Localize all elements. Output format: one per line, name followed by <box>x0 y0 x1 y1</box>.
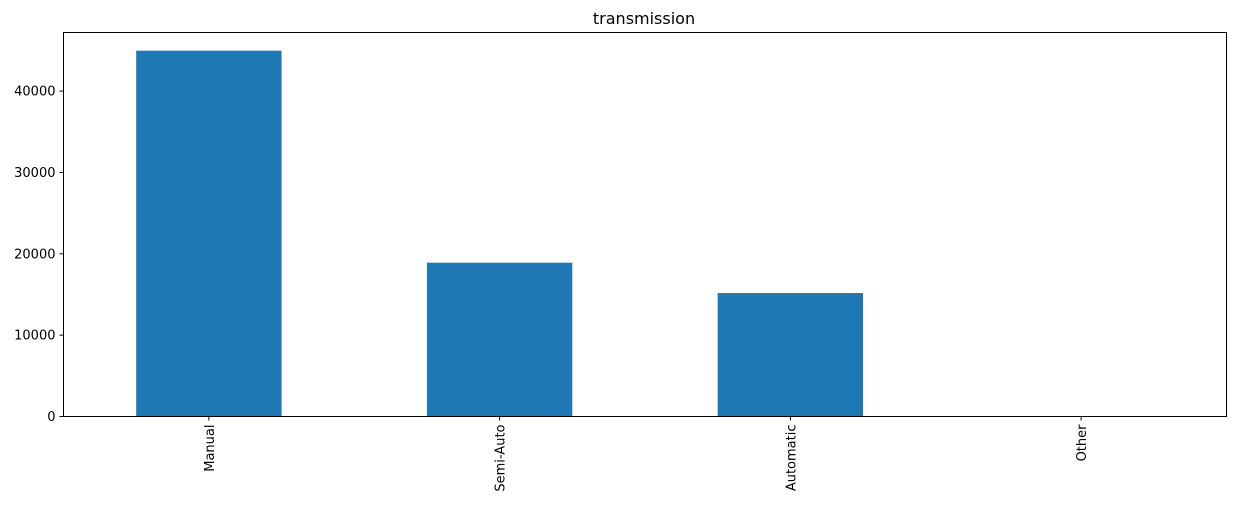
bar-automatic <box>717 293 864 417</box>
y-tick-label: 10000 <box>14 329 55 344</box>
y-tick-label: 20000 <box>14 247 55 262</box>
bar-manual <box>136 50 282 417</box>
y-axis: 0 10000 20000 30000 40000 <box>14 85 64 425</box>
x-tick-label: Other <box>1075 424 1090 462</box>
y-tick-label: 0 <box>47 410 55 425</box>
chart-title: transmission <box>593 9 695 28</box>
x-tick-label: Automatic <box>784 425 799 492</box>
plot-frame <box>63 32 1227 417</box>
x-axis: Manual Semi-Auto Automatic Other <box>203 416 1090 492</box>
x-tick-label: Semi-Auto <box>494 424 509 491</box>
y-tick-label: 30000 <box>14 166 55 181</box>
bars-group <box>136 50 1154 417</box>
y-tick-label: 40000 <box>14 85 55 100</box>
bar-semi-auto <box>426 262 573 417</box>
x-tick-label: Manual <box>203 425 218 472</box>
